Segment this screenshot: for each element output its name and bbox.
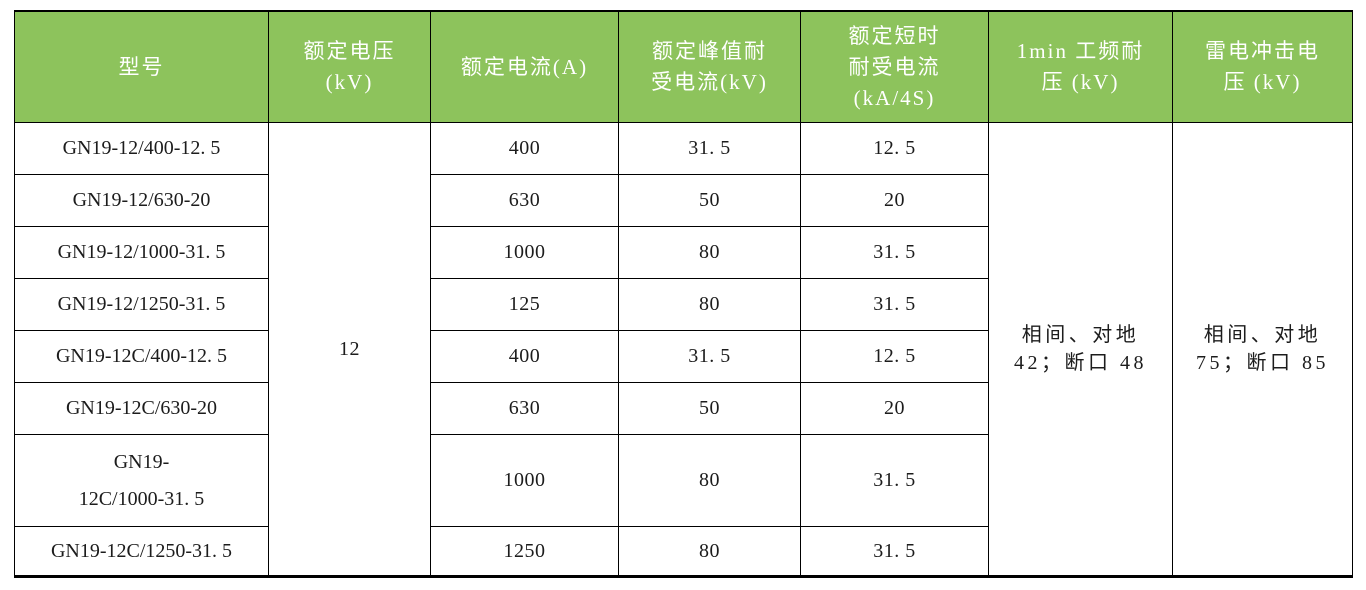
power-frequency-merged-cell: 相间、对地 42；断口 48 <box>988 122 1173 577</box>
peak-current-cell: 50 <box>618 382 801 435</box>
header-cell-model: 型号 <box>14 10 269 123</box>
header-cell-rated-current: 额定电流(A) <box>430 10 619 123</box>
short-time-current-cell: 31. 5 <box>800 226 989 279</box>
peak-current-cell: 50 <box>618 174 801 227</box>
table-row: GN19-12/630-20 630 50 20 <box>14 174 1353 227</box>
header-cell-rated-voltage: 额定电压 (kV) <box>268 10 431 123</box>
model-cell: GN19-12/1250-31. 5 <box>14 278 269 331</box>
peak-current-cell: 31. 5 <box>618 122 801 175</box>
peak-current-cell: 80 <box>618 526 801 577</box>
rated-current-cell: 1000 <box>430 226 619 279</box>
model-cell: GN19-12C/630-20 <box>14 382 269 435</box>
short-time-current-cell: 20 <box>800 174 989 227</box>
peak-current-cell: 31. 5 <box>618 330 801 383</box>
header-row: 型号 额定电压 (kV) 额定电流(A) 额定峰值耐 受电流(kV) 额定短时 … <box>14 10 1353 123</box>
model-cell: GN19-12/400-12. 5 <box>14 122 269 175</box>
rated-current-cell: 630 <box>430 174 619 227</box>
rated-current-cell: 400 <box>430 330 619 383</box>
spec-table: 型号 额定电压 (kV) 额定电流(A) 额定峰值耐 受电流(kV) 额定短时 … <box>14 10 1353 578</box>
rated-current-cell: 1250 <box>430 526 619 577</box>
table-row: GN19-12C/1250-31. 5 1250 80 31. 5 <box>14 526 1353 577</box>
table-row: GN19-12/1000-31. 5 1000 80 31. 5 <box>14 226 1353 279</box>
table-row: GN19-12C/630-20 630 50 20 <box>14 382 1353 435</box>
table-row: GN19-12C/400-12. 5 400 31. 5 12. 5 <box>14 330 1353 383</box>
model-cell: GN19-12C/400-12. 5 <box>14 330 269 383</box>
rated-current-cell: 400 <box>430 122 619 175</box>
table-row: GN19-12/400-12. 5 12 400 31. 5 12. 5 相间、… <box>14 122 1353 577</box>
short-time-current-cell: 20 <box>800 382 989 435</box>
lightning-impulse-merged-cell: 相间、对地 75；断口 85 <box>1172 122 1353 577</box>
rated-current-cell: 1000 <box>430 434 619 527</box>
peak-current-cell: 80 <box>618 278 801 331</box>
short-time-current-cell: 31. 5 <box>800 526 989 577</box>
peak-current-cell: 80 <box>618 434 801 527</box>
short-time-current-cell: 12. 5 <box>800 330 989 383</box>
header-cell-lightning-impulse: 雷电冲击电 压 (kV) <box>1172 10 1353 123</box>
model-cell: GN19-12/1000-31. 5 <box>14 226 269 279</box>
rated-current-cell: 630 <box>430 382 619 435</box>
spec-table-container: 型号 额定电压 (kV) 额定电流(A) 额定峰值耐 受电流(kV) 额定短时 … <box>14 10 1353 578</box>
model-cell: GN19- 12C/1000-31. 5 <box>14 434 269 527</box>
short-time-current-cell: 12. 5 <box>800 122 989 175</box>
peak-current-cell: 80 <box>618 226 801 279</box>
short-time-current-cell: 31. 5 <box>800 278 989 331</box>
header-cell-short-time-withstand-current: 额定短时 耐受电流 (kA/4S) <box>800 10 989 123</box>
short-time-current-cell: 31. 5 <box>800 434 989 527</box>
rated-current-cell: 125 <box>430 278 619 331</box>
rated-voltage-merged-cell: 12 <box>268 122 431 577</box>
model-cell: GN19-12/630-20 <box>14 174 269 227</box>
table-row: GN19-12/1250-31. 5 125 80 31. 5 <box>14 278 1353 331</box>
model-cell: GN19-12C/1250-31. 5 <box>14 526 269 577</box>
header-cell-peak-withstand-current: 额定峰值耐 受电流(kV) <box>618 10 801 123</box>
header-cell-power-frequency-withstand: 1min 工频耐 压 (kV) <box>988 10 1173 123</box>
